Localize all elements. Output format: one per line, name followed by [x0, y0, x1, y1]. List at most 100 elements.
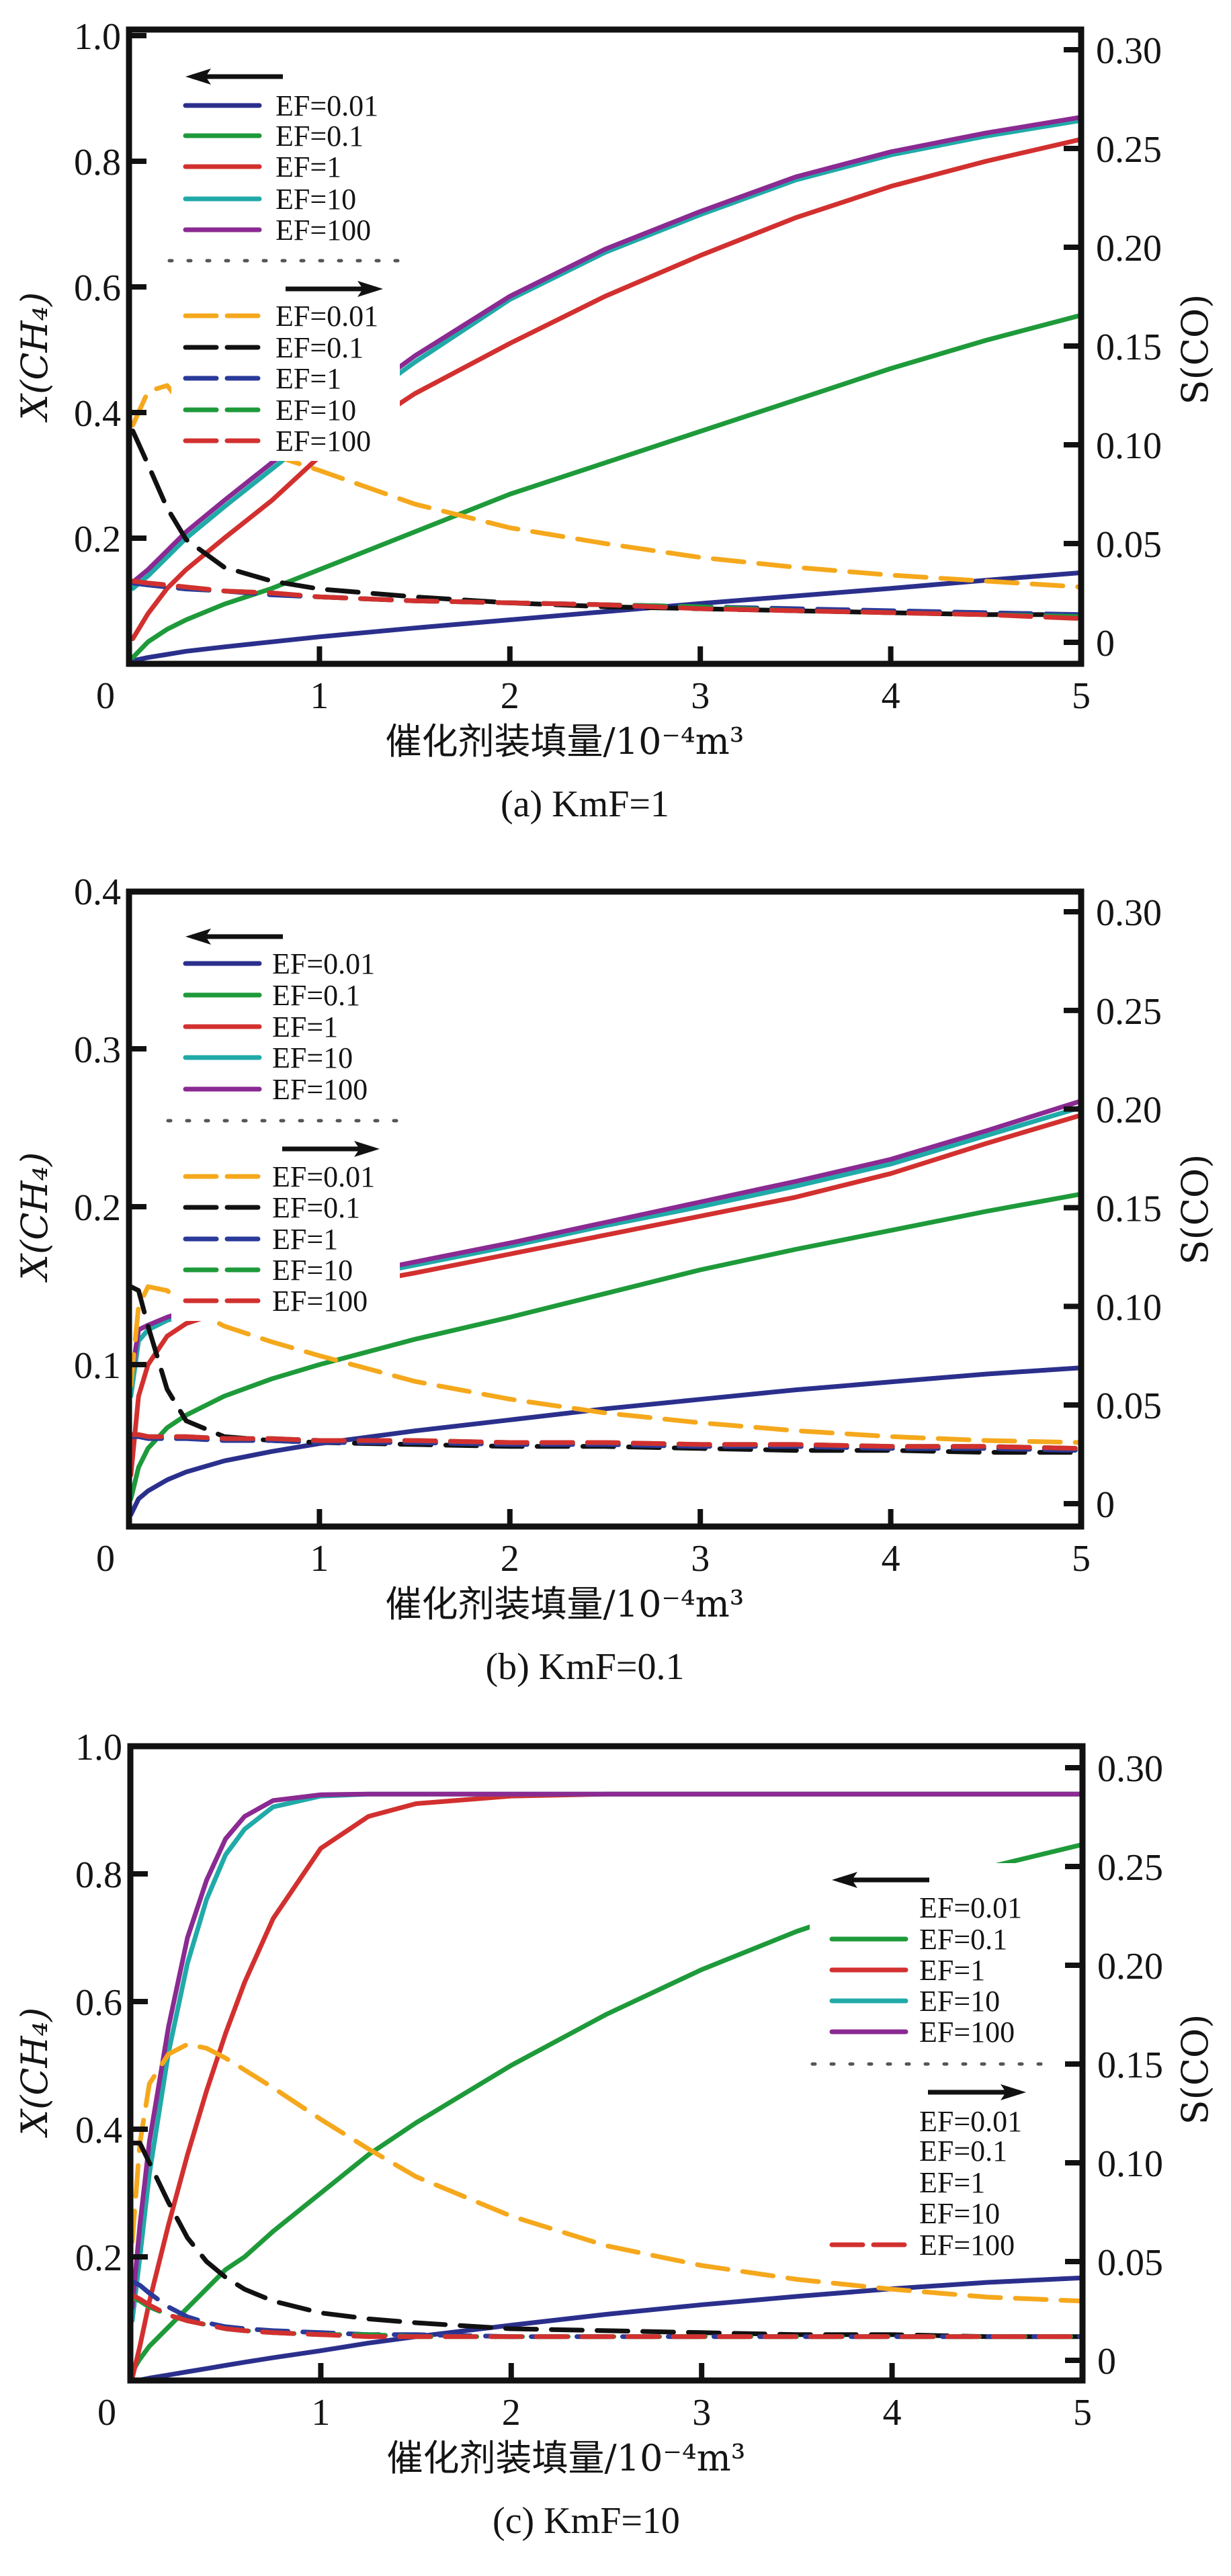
series-line-a-2 — [130, 136, 1081, 642]
x-tick-label: 2 — [502, 2392, 521, 2434]
y-right-tick-label: 0.15 — [1097, 2045, 1163, 2086]
legend: EF=0.01EF=0.1EF=1EF=10EF=100EF=0.01EF=0.… — [166, 925, 405, 1321]
panel-caption: (c) KmF=10 — [493, 2500, 680, 2542]
y-right-tick-label: 0.20 — [1097, 1946, 1163, 1987]
series-line-c-5 — [130, 2042, 1083, 2304]
y-left-axis-title: X(CH₄) — [13, 292, 56, 423]
legend-label: EF=10 — [272, 1041, 353, 1074]
legend-label: EF=100 — [919, 2229, 1015, 2262]
y-left-tick-label: 0.3 — [74, 1029, 121, 1071]
legend-label: EF=0.1 — [272, 979, 360, 1012]
legend-label: EF=1 — [272, 1011, 338, 1043]
x-tick-label: 0 — [96, 1538, 115, 1580]
y-left-axis-title: X(CH₄) — [13, 2008, 56, 2139]
arrow-right-icon — [357, 281, 383, 297]
y-left-tick-label: 0.4 — [75, 2110, 122, 2151]
legend-label: EF=1 — [275, 362, 341, 395]
x-axis-title: 催化剂装填量/10⁻⁴m³ — [386, 720, 745, 763]
x-tick-label: 4 — [882, 1538, 900, 1580]
legend-label: EF=0.1 — [275, 120, 364, 153]
legend-label: EF=10 — [275, 183, 356, 216]
y-left-tick-label: 0.6 — [74, 267, 121, 309]
legend-label: EF=10 — [919, 1985, 1000, 2018]
legend-label: EF=0.1 — [275, 331, 364, 364]
arrow-right-icon — [1001, 2084, 1026, 2100]
y-left-tick-label: 0.8 — [74, 142, 121, 183]
y-right-tick-label: 0.30 — [1097, 1748, 1163, 1790]
series-line-b-9 — [129, 1432, 1081, 1451]
x-tick-label: 3 — [691, 1538, 710, 1580]
y-right-tick-label: 0.25 — [1096, 129, 1162, 171]
legend: EF=0.01EF=0.1EF=1EF=10EF=100EF=0.01EF=0.… — [167, 63, 407, 461]
chart-panel-b: EF=0.01EF=0.1EF=1EF=10EF=100EF=0.01EF=0.… — [13, 871, 1216, 1688]
series-line-c-4 — [130, 1791, 1083, 2311]
legend-label: EF=0.1 — [919, 1923, 1007, 1956]
series-line-c-9 — [130, 2292, 1083, 2339]
series-line-c-0 — [130, 2275, 1083, 2380]
y-right-tick-label: 0.20 — [1096, 1090, 1162, 1131]
legend-label: EF=0.1 — [272, 1191, 360, 1224]
legend-label: EF=100 — [919, 2016, 1015, 2049]
x-tick-label: 0 — [96, 675, 115, 717]
y-left-tick-label: 0.4 — [74, 393, 121, 435]
arrow-right-icon — [354, 1141, 380, 1157]
y-right-tick-label: 0.10 — [1096, 425, 1162, 467]
y-right-tick-label: 0.30 — [1096, 30, 1162, 72]
x-tick-label: 4 — [883, 2392, 902, 2434]
legend-label: EF=100 — [272, 1073, 368, 1106]
legend-label: EF=0.01 — [275, 89, 378, 122]
y-right-tick-label: 0.15 — [1096, 327, 1162, 368]
arrow-left-icon — [185, 69, 211, 85]
y-left-tick-label: 0.2 — [74, 519, 121, 560]
x-tick-label: 1 — [311, 2392, 330, 2434]
y-right-tick-label: 0.10 — [1096, 1287, 1162, 1328]
series-line-c-1 — [130, 1842, 1083, 2374]
legend-label: EF=100 — [275, 425, 371, 458]
series-line-b-5 — [129, 1284, 1081, 1445]
x-tick-label: 5 — [1073, 2392, 1092, 2434]
series-line-c-7 — [130, 2278, 1083, 2339]
y-left-tick-label: 1.0 — [75, 1727, 122, 1768]
y-right-tick-label: 0 — [1096, 623, 1115, 664]
y-right-axis-title: S(CO) — [1174, 2014, 1216, 2125]
legend-label: EF=0.01 — [272, 1160, 375, 1193]
x-tick-label: 1 — [310, 1538, 329, 1580]
y-right-tick-label: 0.15 — [1096, 1189, 1162, 1230]
legend-label: EF=0.01 — [275, 300, 378, 333]
legend-label: EF=100 — [275, 214, 371, 247]
arrow-left-icon — [832, 1872, 857, 1888]
y-right-tick-label: 0.10 — [1097, 2143, 1163, 2185]
x-tick-label: 2 — [501, 675, 519, 717]
series-line-a-4 — [130, 115, 1081, 585]
legend: EF=0.01EF=0.1EF=1EF=10EF=100EF=0.01EF=0.… — [810, 1863, 1075, 2265]
y-left-tick-label: 0.2 — [75, 2237, 122, 2279]
legend-label: EF=1 — [275, 151, 341, 183]
legend-label: EF=1 — [919, 1954, 985, 1987]
x-axis-title: 催化剂装填量/10⁻⁴m³ — [386, 1583, 745, 1625]
y-left-tick-label: 0.2 — [74, 1187, 121, 1229]
y-right-axis-title: S(CO) — [1174, 294, 1216, 405]
series-line-a-3 — [130, 118, 1081, 591]
y-right-tick-label: 0.05 — [1096, 524, 1162, 566]
y-left-tick-label: 0.8 — [75, 1854, 122, 1896]
legend-background — [171, 925, 400, 1321]
legend-label: EF=10 — [919, 2197, 1000, 2230]
plot-area — [129, 1099, 1081, 1517]
y-right-tick-label: 0 — [1096, 1484, 1115, 1526]
panel-caption: (b) KmF=0.1 — [485, 1646, 684, 1688]
chart-panel-c: EF=0.01EF=0.1EF=1EF=10EF=100EF=0.01EF=0.… — [13, 1727, 1216, 2542]
y-right-tick-label: 0.20 — [1096, 228, 1162, 269]
x-tick-label: 4 — [882, 675, 900, 717]
y-right-axis-title: S(CO) — [1174, 1154, 1216, 1265]
x-tick-label: 2 — [501, 1538, 519, 1580]
y-right-tick-label: 0.25 — [1097, 1847, 1163, 1889]
x-tick-label: 1 — [310, 675, 329, 717]
legend-label: EF=10 — [275, 394, 356, 427]
y-right-tick-label: 0.05 — [1096, 1385, 1162, 1427]
series-line-a-9 — [130, 578, 1081, 621]
legend-label: EF=0.1 — [919, 2135, 1007, 2167]
x-tick-label: 0 — [97, 2392, 116, 2434]
series-line-a-0 — [130, 570, 1081, 663]
legend-label: EF=1 — [272, 1223, 338, 1256]
